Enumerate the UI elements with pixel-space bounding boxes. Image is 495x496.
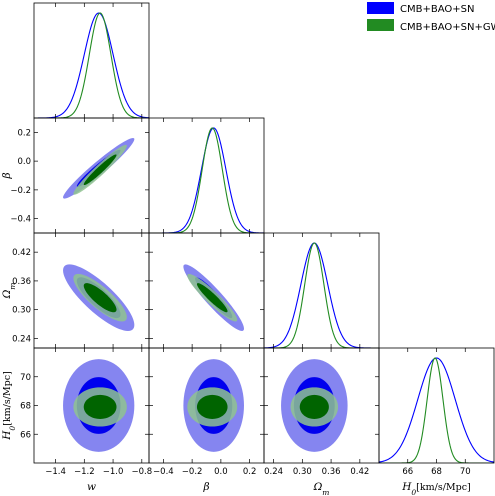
tick-layer: −1.4 −1.2 −1.0 −0.8 −0.4 −0.2 0.0 0.2 0.24 0.30 0.… [10, 3, 471, 477]
x-tick-label: 0.42 [350, 467, 369, 477]
legend: CMB+BAO+SN CMB+BAO+SN+GW [367, 2, 495, 33]
marginal-curve-series-2 [149, 127, 264, 233]
x-tick-label: 0.30 [293, 467, 312, 477]
x-tick-label: −1.0 [103, 467, 124, 477]
legend-swatch-2 [367, 19, 394, 31]
y-axis-label: H0[km/s/Mpc] [1, 371, 17, 441]
contour-panel-3-0 [63, 359, 135, 452]
contour-1sigma-series-2 [196, 394, 228, 419]
x-tick-label: −0.4 [153, 467, 174, 477]
y-tick-label: 66 [20, 430, 31, 440]
x-axis-label: H0[km/s/Mpc] [401, 481, 471, 496]
x-tick-label: −1.4 [45, 467, 66, 477]
axis-label-layer: w β Ωm H0[km/s/Mpc] β Ωm H0[km/s/Mpc] [1, 172, 471, 496]
x-axis-label: w [87, 481, 96, 493]
y-tick-label: 70 [20, 373, 31, 383]
marginal-curve-series-2 [379, 357, 494, 463]
y-tick-label: 0.36 [12, 277, 31, 287]
contour-panel-3-1 [183, 359, 244, 452]
panel-frame-3-3 [378, 347, 495, 464]
contour-1sigma-series-2 [83, 283, 117, 313]
contour-panel-2-1 [183, 264, 244, 331]
marginal-curve-series-2 [264, 242, 379, 348]
x-tick-label: −0.8 [131, 467, 152, 477]
y-axis-label: β [1, 172, 13, 179]
legend-swatch-1 [367, 2, 394, 14]
y-tick-label: 0.0 [17, 157, 31, 167]
panel-frame-2-2 [263, 232, 380, 349]
legend-label-1: CMB+BAO+SN [400, 4, 474, 15]
marginal-panel-3 [379, 357, 494, 463]
x-tick-label: −1.2 [74, 467, 95, 477]
y-tick-label: −0.2 [10, 186, 31, 196]
marginal-curve-series-1 [34, 12, 149, 118]
marginal-panel-2 [264, 242, 379, 348]
y-tick-label: 0.42 [12, 248, 31, 258]
x-tick-label: 0.36 [322, 467, 341, 477]
panel-frame-0-0 [33, 2, 150, 119]
contour-1sigma-series-2 [83, 394, 117, 419]
x-axis-label: Ωm [313, 481, 330, 496]
x-tick-label: 70 [460, 467, 471, 477]
contour-1sigma-series-2 [299, 394, 329, 419]
marginal-panel-0 [34, 12, 149, 118]
x-tick-label: 0.0 [214, 467, 228, 477]
contour-panel-1-0 [63, 138, 135, 199]
marginal-curve-series-1 [264, 242, 379, 348]
contour-1sigma-series-2 [196, 283, 228, 313]
panel-frame-1-1 [148, 117, 265, 234]
contour-layer [63, 138, 348, 452]
marginal-panel-1 [149, 127, 264, 233]
x-tick-label: 0.24 [264, 467, 283, 477]
x-tick-label: 68 [431, 467, 442, 477]
y-tick-label: 68 [20, 402, 31, 412]
contour-1sigma-series-2 [83, 154, 117, 186]
y-axis-label: Ωm [1, 283, 17, 300]
legend-label-2: CMB+BAO+SN+GW [400, 22, 495, 33]
y-tick-label: 0.24 [12, 334, 31, 344]
x-tick-label: 0.2 [243, 467, 257, 477]
x-tick-label: −0.2 [182, 467, 203, 477]
x-axis-label: β [202, 481, 209, 493]
x-tick-label: 66 [402, 467, 413, 477]
y-tick-label: 0.2 [17, 128, 31, 138]
contour-panel-2-0 [63, 264, 135, 331]
contour-panel-3-2 [281, 359, 348, 452]
y-tick-label: 0.30 [12, 306, 31, 316]
marginal-curve-series-1 [379, 357, 494, 463]
y-tick-label: −0.4 [10, 215, 31, 225]
marginal-curve-series-2 [34, 12, 149, 118]
